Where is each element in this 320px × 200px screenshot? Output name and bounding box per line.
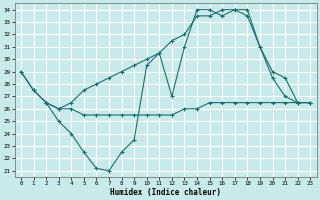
X-axis label: Humidex (Indice chaleur): Humidex (Indice chaleur) xyxy=(110,188,221,197)
